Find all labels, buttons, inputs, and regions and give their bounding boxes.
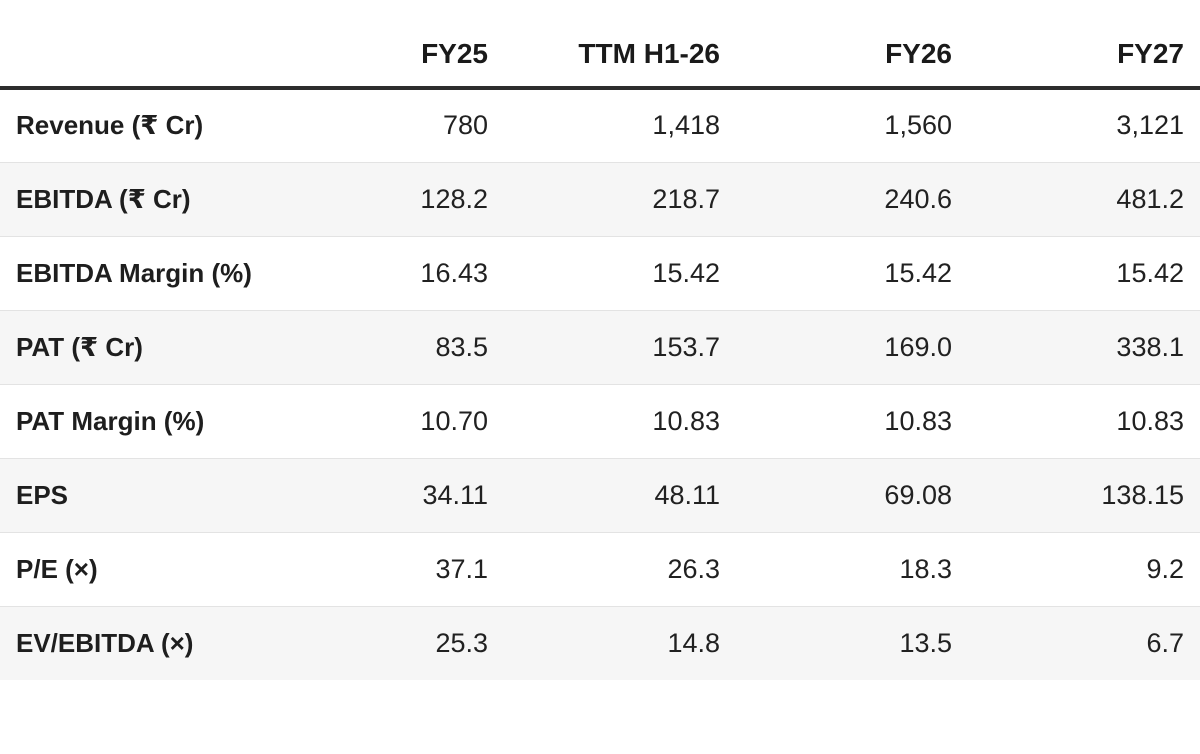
cell-value: 15.42 [1116,257,1184,288]
cell-value: 240.6 [884,183,952,214]
table-row: PAT Margin (%) 10.70 10.83 10.83 10.83 [0,384,1200,458]
cell-value: 1,418 [652,110,720,141]
row-label-revenue: Revenue (₹ Cr) [16,110,204,141]
row-label-eps: EPS [16,479,69,510]
header-ttm-h1-26: TTM H1-26 [504,0,736,90]
cell-value: 138.15 [1101,479,1184,510]
cell-value: 16.43 [420,257,488,288]
cell-value: 26.3 [667,553,720,584]
cell-value: 128.2 [420,183,488,214]
financials-table: FY25 TTM H1-26 FY26 FY27 Revenue (₹ Cr) … [0,0,1200,680]
cell-value: 10.83 [1116,405,1184,436]
table-row: Revenue (₹ Cr) 780 1,418 1,560 3,121 [0,88,1200,162]
header-metric-cell [0,0,272,90]
cell-value: 10.83 [652,405,720,436]
cell-value: 48.11 [654,479,720,510]
row-label-ev-ebitda: EV/EBITDA (×) [16,627,194,658]
cell-value: 69.08 [884,479,952,510]
table-row: EV/EBITDA (×) 25.3 14.8 13.5 6.7 [0,606,1200,680]
row-label-ebitda-margin: EBITDA Margin (%) [16,257,252,288]
row-label-pe: P/E (×) [16,553,98,584]
table-row: EPS 34.11 48.11 69.08 138.15 [0,458,1200,532]
table-row: PAT (₹ Cr) 83.5 153.7 169.0 338.1 [0,310,1200,384]
cell-value: 6.7 [1146,627,1184,658]
header-row: FY25 TTM H1-26 FY26 FY27 [0,0,1200,90]
cell-value: 1,560 [884,110,952,141]
cell-value: 15.42 [884,257,952,288]
cell-value: 169.0 [884,331,952,362]
cell-value: 3,121 [1116,110,1184,141]
cell-value: 83.5 [435,331,488,362]
cell-value: 13.5 [899,627,952,658]
cell-value: 481.2 [1116,183,1184,214]
cell-value: 338.1 [1116,331,1184,362]
cell-value: 10.70 [420,405,488,436]
cell-value: 14.8 [667,627,720,658]
cell-value: 34.11 [422,479,488,510]
header-fy25: FY25 [272,0,504,90]
cell-value: 25.3 [435,627,488,658]
cell-value: 780 [442,110,488,141]
cell-value: 18.3 [899,553,952,584]
table-body: Revenue (₹ Cr) 780 1,418 1,560 3,121 EBI… [0,88,1200,680]
header-fy26: FY26 [736,0,968,90]
cell-value: 218.7 [652,183,720,214]
row-label-pat-margin: PAT Margin (%) [16,405,205,436]
cell-value: 37.1 [435,553,488,584]
cell-value: 10.83 [884,405,952,436]
header-fy27: FY27 [968,0,1200,90]
row-label-ebitda: EBITDA (₹ Cr) [16,183,191,214]
row-label-pat: PAT (₹ Cr) [16,331,143,362]
table-row: P/E (×) 37.1 26.3 18.3 9.2 [0,532,1200,606]
cell-value: 15.42 [652,257,720,288]
table-header: FY25 TTM H1-26 FY26 FY27 [0,0,1200,90]
table-row: EBITDA (₹ Cr) 128.2 218.7 240.6 481.2 [0,162,1200,236]
table-row: EBITDA Margin (%) 16.43 15.42 15.42 15.4… [0,236,1200,310]
cell-value: 153.7 [652,331,720,362]
cell-value: 9.2 [1146,553,1184,584]
